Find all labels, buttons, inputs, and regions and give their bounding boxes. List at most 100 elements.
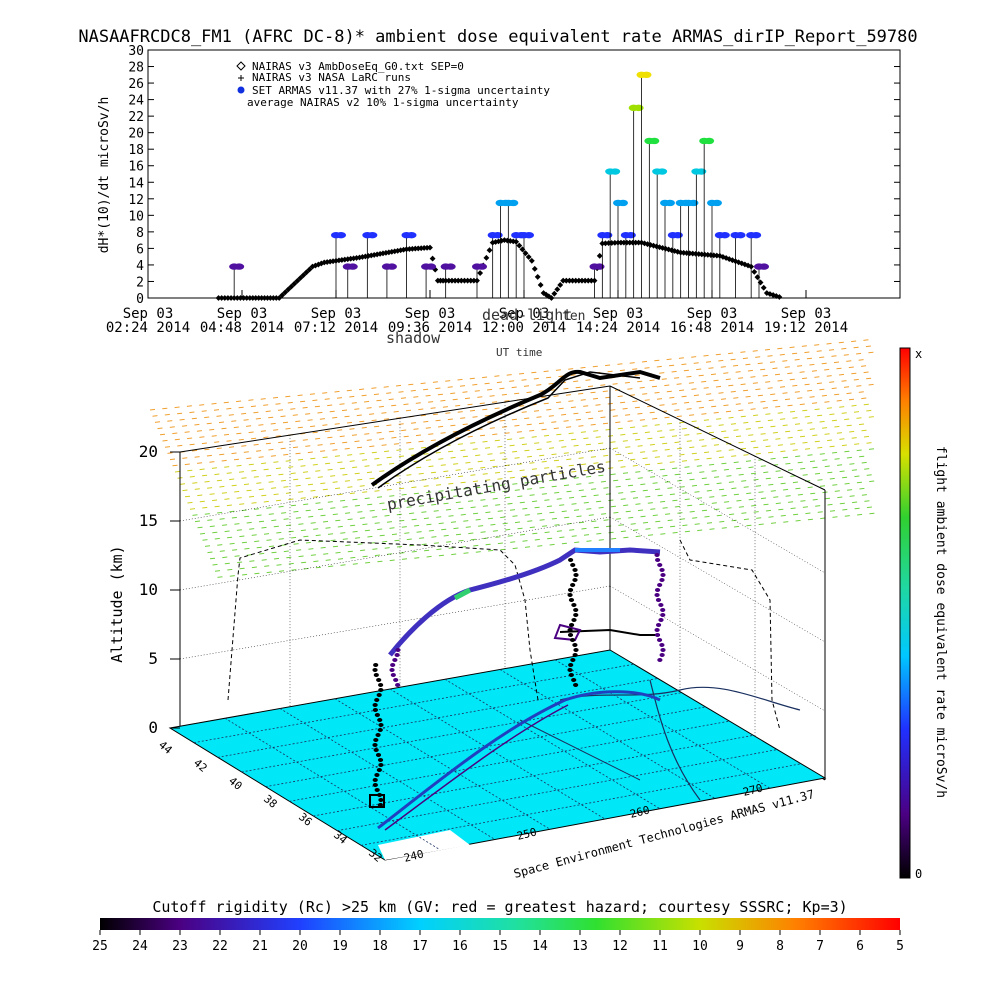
nairas-point: [303, 269, 310, 276]
profile-point: [659, 568, 665, 572]
profile-point: [654, 633, 661, 637]
dose-field-mark: [283, 518, 289, 520]
dose-field-mark: [657, 462, 663, 465]
dose-field-mark: [162, 407, 168, 410]
dose-field-mark: [214, 537, 220, 540]
dose-field-mark: [637, 477, 643, 479]
nairas-point: [427, 244, 433, 251]
legend-entry-nairas-v3: NAIRAS v3 AmbDoseEq_G0.txt SEP=0: [236, 60, 464, 73]
profile-point: [659, 643, 665, 647]
dose-field-mark: [192, 514, 198, 516]
dose-field-mark: [743, 486, 749, 488]
dose-field-mark: [391, 436, 397, 439]
dose-field-mark: [482, 440, 488, 443]
dose-field-mark: [718, 359, 724, 362]
rigidity-gradient: [100, 918, 900, 930]
dose-field-mark: [519, 437, 525, 439]
data-series: [215, 71, 783, 301]
nairas-point: [656, 244, 663, 251]
dose-field-mark: [536, 480, 542, 483]
dose-field-mark: [632, 497, 639, 499]
dose-field-mark: [315, 470, 321, 472]
dose-field-mark: [303, 503, 309, 506]
dose-field-mark: [586, 475, 592, 478]
dose-field-mark: [389, 462, 395, 465]
rigidity-tick-label: 18: [372, 939, 388, 954]
dose-field-mark: [544, 499, 550, 501]
dose-field-mark: [787, 404, 793, 407]
dose-field-mark: [723, 468, 729, 471]
dose-field-mark: [745, 363, 751, 366]
dose-field-mark: [637, 380, 643, 383]
x-tick-time: 19:12 2014: [764, 320, 848, 336]
dose-field-mark: [795, 455, 801, 458]
dose-field-mark: [549, 511, 555, 514]
dose-field-mark: [627, 388, 633, 390]
dose-field-mark: [839, 406, 845, 408]
dose-field-mark: [868, 448, 875, 450]
profile-point: [393, 678, 399, 682]
dose-field-mark: [632, 368, 638, 370]
profile-point: [654, 593, 660, 597]
dose-field-mark: [369, 477, 375, 480]
dose-field-mark: [610, 473, 616, 476]
dose-field-mark: [625, 510, 631, 513]
dose-field-mark: [450, 424, 456, 427]
dose-field-mark: [423, 453, 429, 455]
dose-field-mark: [324, 398, 330, 400]
dose-field-mark: [344, 415, 350, 418]
profile-point: [374, 698, 380, 702]
dose-field-mark: [315, 502, 321, 504]
profile-point: [654, 588, 661, 592]
dose-field-mark: [824, 433, 830, 435]
dose-field-mark: [831, 387, 837, 390]
dose-field-mark: [475, 551, 481, 553]
dose-field-mark: [162, 439, 168, 442]
vertical-profiles: [369, 553, 666, 808]
dose-field-mark: [637, 445, 643, 447]
rigidity-tick-label: 10: [692, 939, 708, 954]
dose-field-mark: [548, 382, 554, 385]
dose-field-mark: [410, 389, 416, 392]
dose-field-mark: [268, 513, 274, 515]
dose-field-mark: [531, 436, 537, 438]
dose-field-mark: [617, 459, 624, 462]
dose-field-mark: [756, 517, 762, 519]
dose-field-mark: [699, 503, 705, 506]
rigidity-tick-label: 25: [92, 939, 108, 954]
dose-field-mark: [391, 404, 397, 407]
dose-field-mark: [270, 455, 276, 457]
dose-field-mark: [448, 515, 454, 517]
rigidity-tick-label: 5: [896, 939, 904, 954]
dose-field-mark: [688, 382, 694, 384]
dose-field-mark: [834, 393, 840, 396]
dose-field-mark: [404, 532, 410, 534]
dose-field-mark: [657, 430, 663, 432]
dose-field-mark: [226, 440, 232, 442]
dose-colorbar-gradient: [899, 347, 911, 879]
dose-field-mark: [202, 474, 208, 477]
dose-field-mark: [239, 567, 245, 570]
x-tick-time: 09:36 2014: [388, 320, 472, 336]
x-tick-date: Sep 03: [217, 306, 268, 322]
dose-field-mark: [355, 537, 361, 539]
map-grid-line: [289, 720, 730, 802]
dose-field-mark: [229, 478, 235, 481]
dose-field-mark: [864, 468, 870, 470]
dose-field-mark: [728, 384, 734, 387]
dose-field-mark: [305, 445, 311, 447]
dose-field-mark: [372, 548, 378, 550]
dose-field-mark: [332, 481, 338, 483]
y-tick-label: 22: [128, 110, 144, 125]
dose-field-mark: [199, 532, 206, 535]
dose-field-mark: [492, 530, 498, 532]
dose-field-mark: [327, 501, 333, 503]
dose-field-mark: [669, 493, 675, 496]
dose-field-mark: [601, 513, 607, 515]
dose-field-mark: [802, 441, 808, 444]
dose-field-mark: [149, 408, 156, 411]
dose-field-mark: [209, 493, 215, 495]
dose-field-mark: [687, 504, 693, 507]
dose-field-mark: [750, 472, 757, 475]
dose-field-mark: [787, 436, 793, 439]
